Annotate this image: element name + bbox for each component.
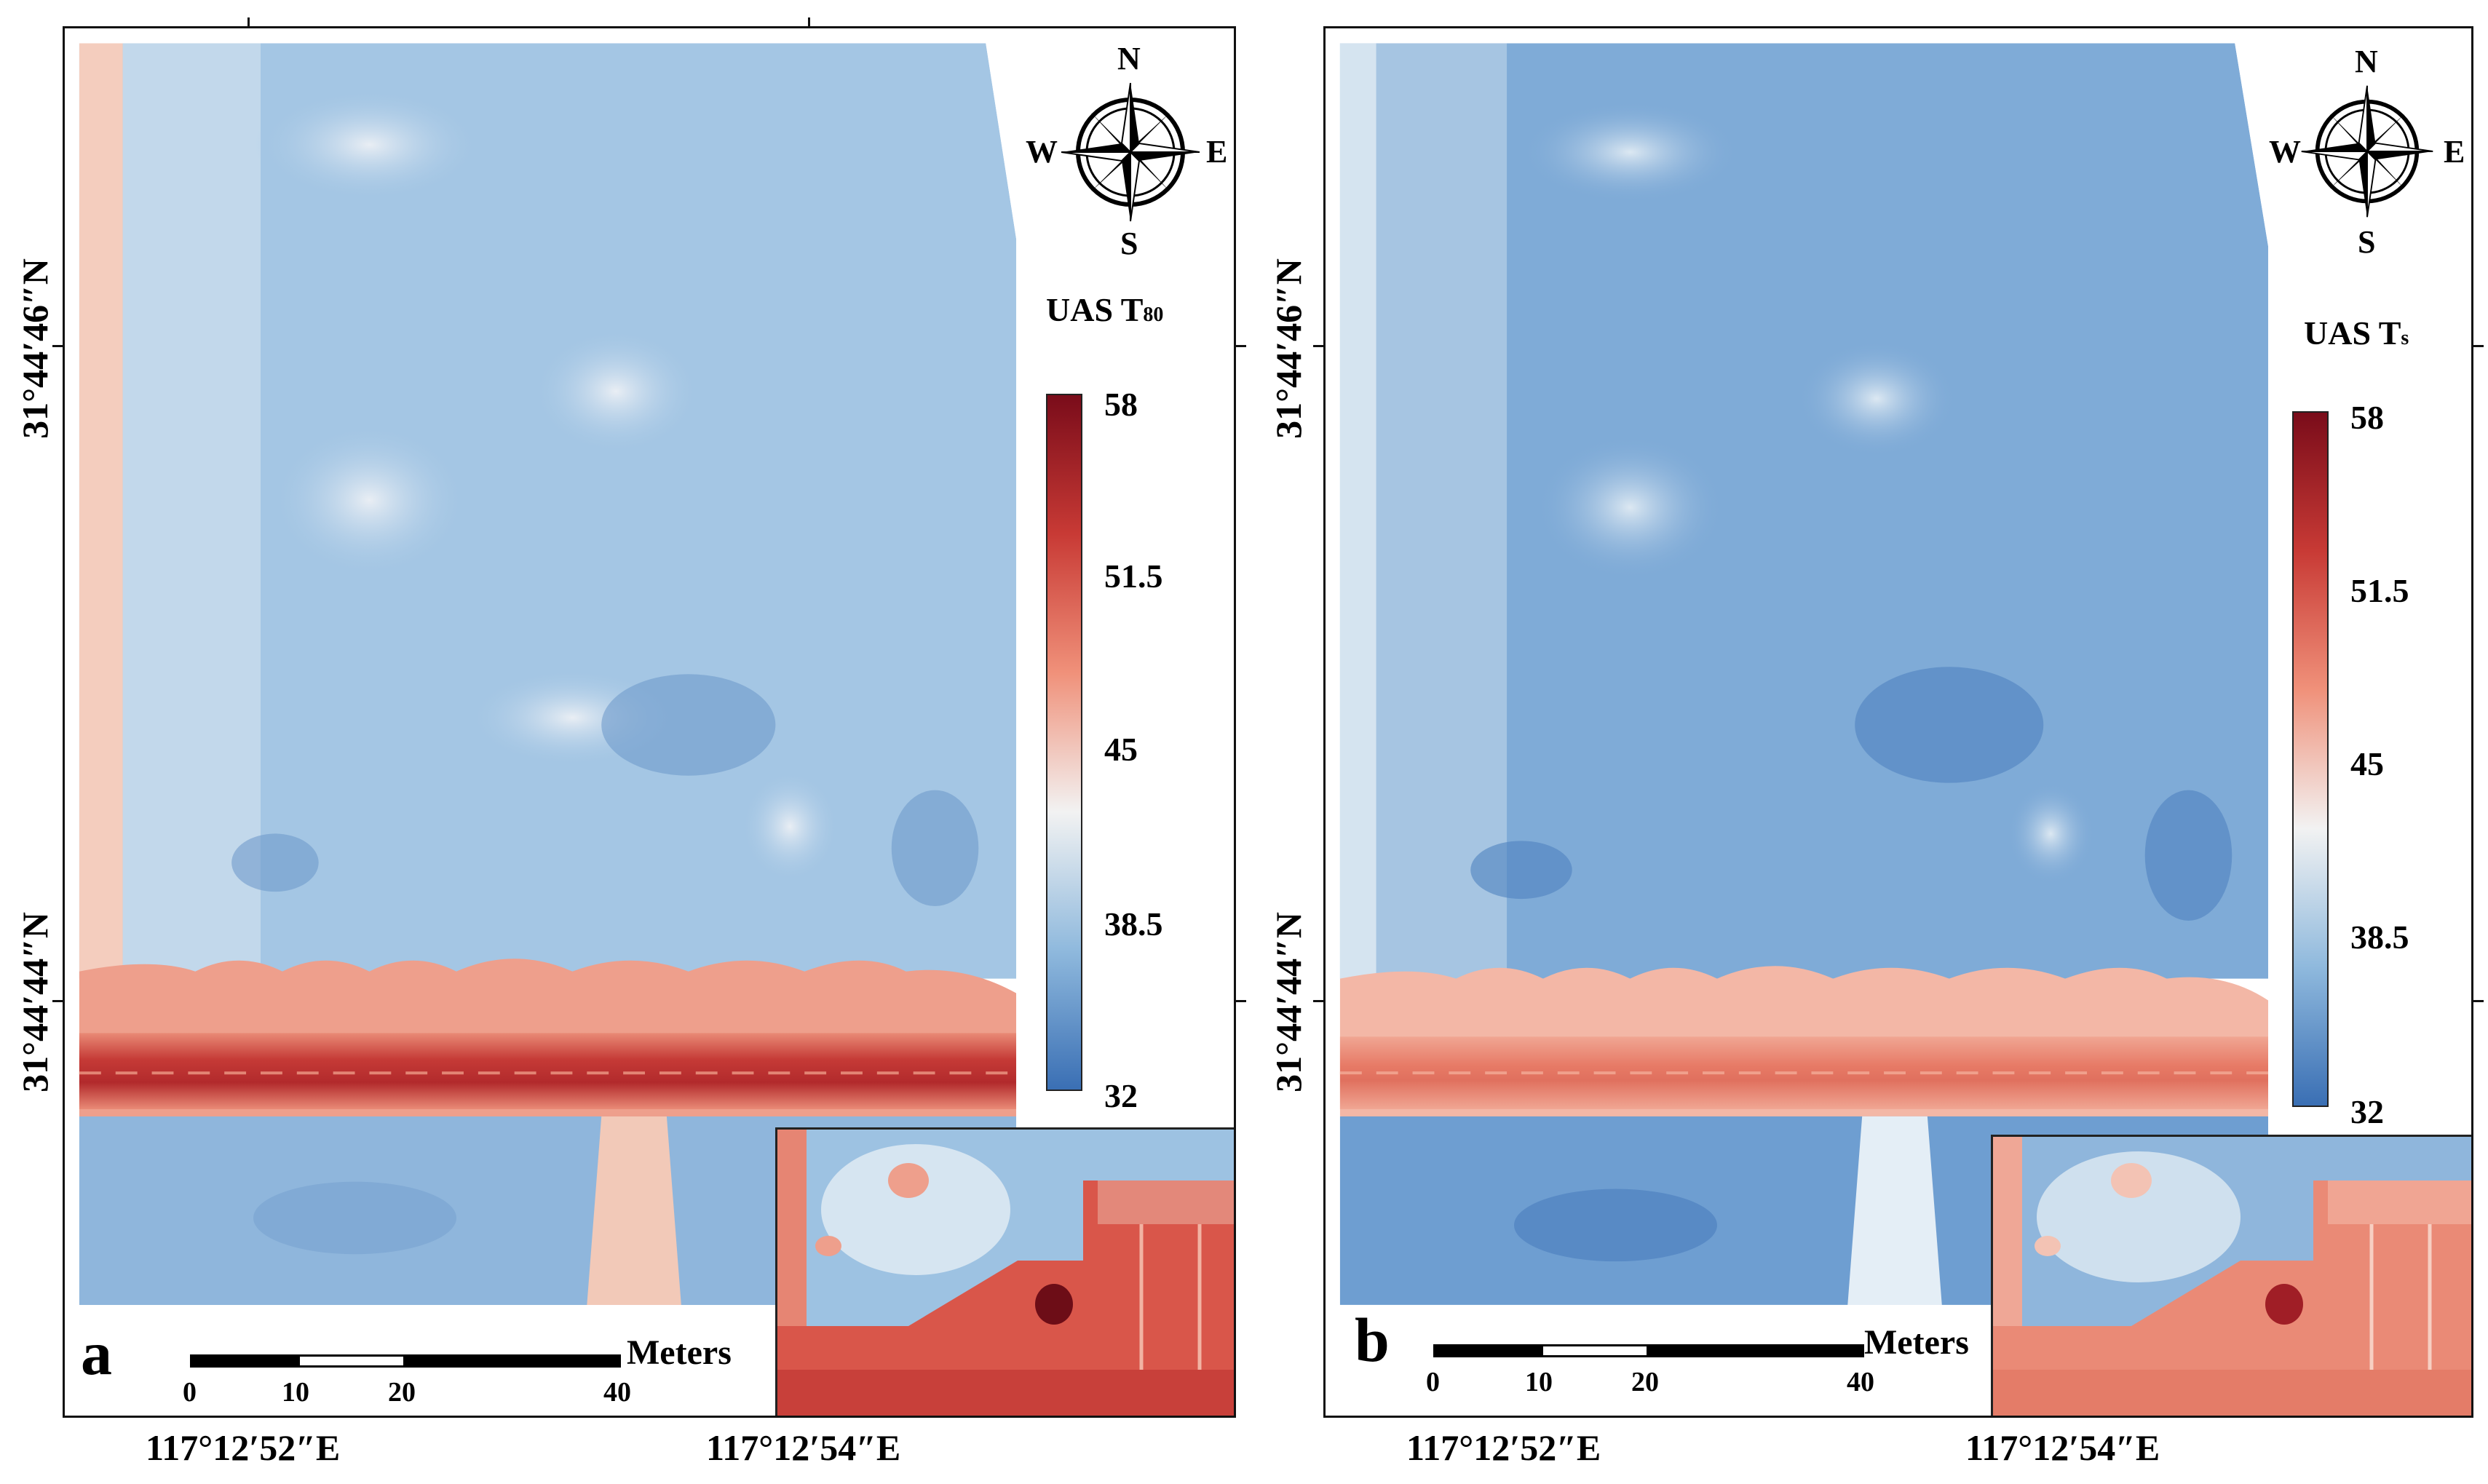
colorbar-tick: 38.5 [1104, 905, 1163, 943]
compass-north: N [2355, 44, 2378, 79]
longitude-label-right-a: 117°12′54″E [706, 1427, 901, 1468]
compass-east: E [2444, 134, 2465, 170]
scale-segment [190, 1354, 298, 1368]
legend-title-b: UAS Ts [2304, 314, 2409, 352]
scale-tick: 10 [1525, 1367, 1553, 1397]
scale-segment [1649, 1344, 1864, 1357]
scale-tick: 40 [603, 1377, 631, 1408]
longitude-label-left-b: 117°12′52″E [1406, 1427, 1601, 1468]
colorbar-tick: 32 [1104, 1077, 1138, 1114]
colorbar-tick: 51.5 [1104, 558, 1163, 595]
scale-unit: Meters [627, 1333, 732, 1372]
scale-tick: 20 [388, 1377, 416, 1408]
latitude-label-top-a: 31°44′46″N [15, 258, 55, 439]
colorbar-tick: 58 [1104, 386, 1138, 423]
north-arrow-icon [2301, 85, 2433, 218]
graticule-tick [808, 17, 810, 28]
map-panel-a: N S E W UAS T80 58 51.5 45 38.5 32 a 0 1… [63, 26, 1236, 1418]
colorbar-tick: 32 [2350, 1093, 2384, 1130]
scale-tick: 40 [1847, 1367, 1874, 1397]
map-panel-b: N S E W UAS Ts 58 51.5 45 38.5 32 b 0 10… [1323, 26, 2473, 1418]
scale-tick: 0 [183, 1377, 197, 1408]
panel-letter-a: a [81, 1318, 112, 1388]
graticule-tick [52, 345, 63, 347]
graticule-tick [1236, 1000, 1246, 1002]
scale-unit: Meters [1864, 1323, 1969, 1362]
colorbar-tick: 51.5 [2350, 572, 2409, 609]
scale-tick: 0 [1426, 1367, 1440, 1397]
compass-south: S [2358, 224, 2376, 260]
scale-segment [1433, 1344, 1541, 1357]
latitude-label-top-b: 31°44′46″N [1268, 258, 1309, 439]
longitude-label-left-a: 117°12′52″E [146, 1427, 341, 1468]
graticule-tick [1313, 1000, 1323, 1002]
colorbar-tick: 45 [1104, 731, 1138, 768]
latitude-label-bottom-a: 31°44′44″N [15, 912, 55, 1092]
scale-segment [405, 1354, 621, 1368]
longitude-label-right-b: 117°12′54″E [1965, 1427, 2160, 1468]
panel-letter-b: b [1355, 1305, 1390, 1375]
compass-south: S [1120, 226, 1138, 261]
scale-tick: 10 [282, 1377, 309, 1408]
compass-west: W [2269, 134, 2301, 170]
graticule-tick [2473, 1000, 2484, 1002]
colorbar-tick: 38.5 [2350, 918, 2409, 956]
colorbar-b [2292, 411, 2329, 1107]
graticule-tick [247, 17, 250, 28]
scale-tick: 20 [1631, 1367, 1659, 1397]
north-arrow-icon [1061, 82, 1200, 222]
graticule-tick [1313, 345, 1323, 347]
scale-segment [298, 1354, 405, 1368]
graticule-tick [2473, 345, 2484, 347]
inset-map-b [1991, 1135, 2471, 1416]
colorbar-tick: 58 [2350, 399, 2384, 436]
latitude-label-bottom-b: 31°44′44″N [1268, 912, 1309, 1092]
compass-east: E [1206, 134, 1228, 170]
graticule-tick [1236, 345, 1246, 347]
compass-west: W [1026, 134, 1058, 170]
colorbar-a [1046, 394, 1082, 1091]
graticule-tick [52, 1000, 63, 1002]
temperature-raster-b [1326, 43, 2471, 1416]
inset-map-a [775, 1127, 1234, 1416]
compass-north: N [1117, 41, 1141, 76]
colorbar-tick: 45 [2350, 745, 2384, 782]
scale-segment [1541, 1344, 1649, 1357]
legend-title-a: UAS T80 [1046, 291, 1164, 328]
